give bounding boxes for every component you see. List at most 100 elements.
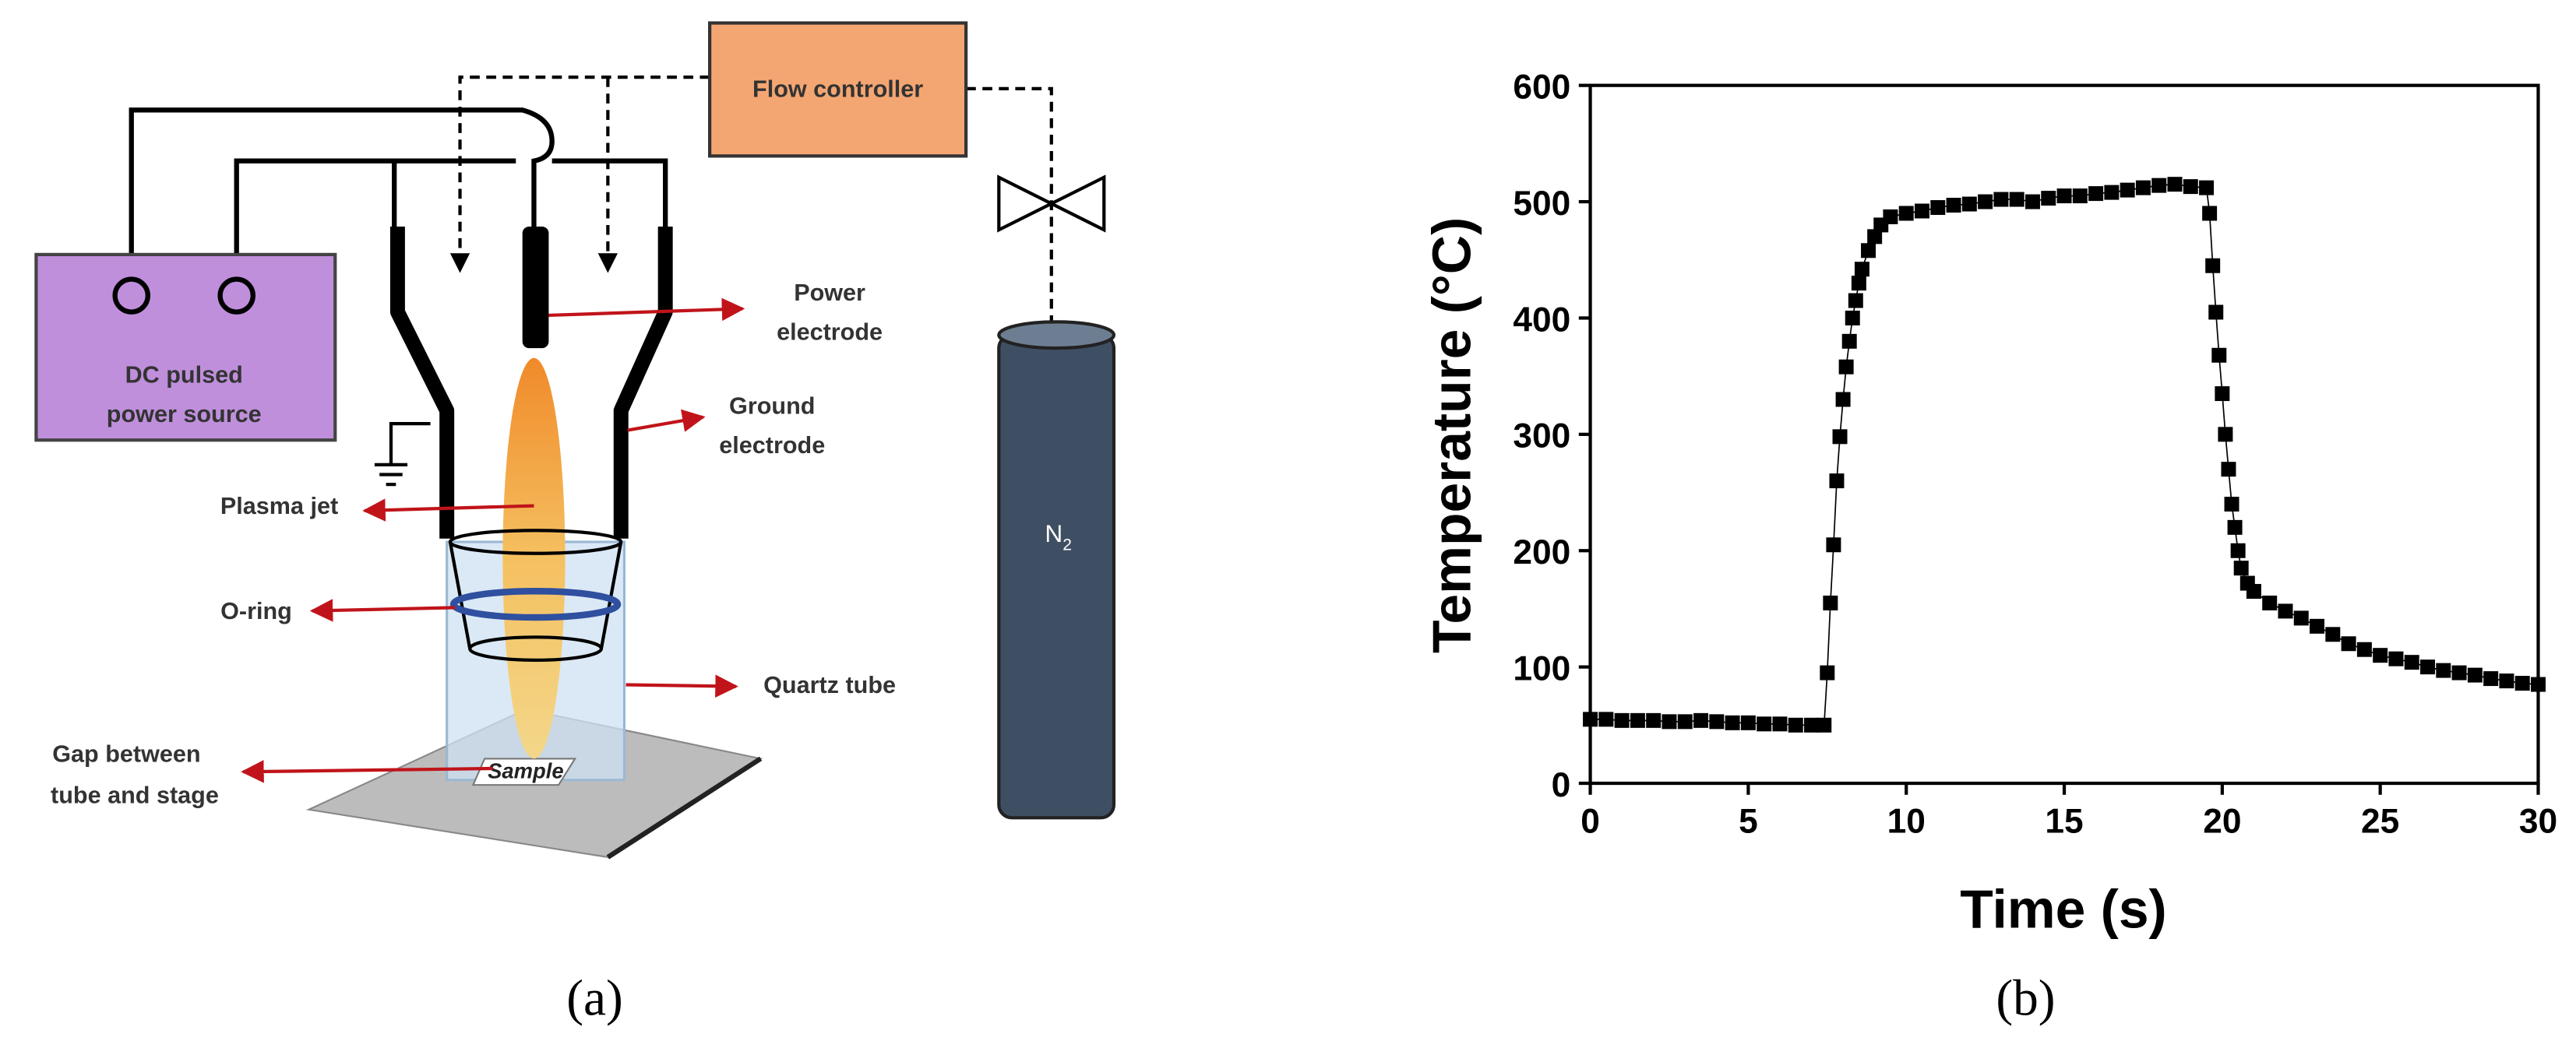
flow-controller-label: Flow controller — [752, 76, 923, 102]
data-point — [1614, 712, 1630, 728]
valve — [997, 174, 1106, 233]
ground-electrode-label: electrode — [719, 432, 825, 459]
data-point — [2151, 178, 2167, 193]
gas-symbol: N — [1045, 519, 1062, 547]
data-point — [1978, 194, 1993, 209]
y-tick-label: 600 — [1513, 69, 1570, 107]
data-point — [2436, 663, 2451, 678]
data-point — [1946, 198, 1961, 213]
data-point — [2278, 603, 2293, 619]
data-point — [1709, 714, 1725, 730]
x-tick-label: 20 — [2203, 802, 2241, 840]
gap-label: tube and stage — [51, 782, 219, 808]
data-point — [2208, 304, 2224, 320]
data-point — [2183, 179, 2198, 195]
data-point — [2041, 191, 2056, 206]
data-point — [2230, 543, 2246, 558]
data-point — [2104, 185, 2120, 200]
o-ring-label: O-ring — [220, 598, 292, 624]
ground-electrode — [389, 227, 673, 539]
data-point — [2499, 673, 2514, 689]
x-tick-label: 25 — [2361, 802, 2399, 840]
data-point — [2088, 186, 2104, 202]
x-tick-label: 15 — [2045, 802, 2083, 840]
data-point — [2009, 192, 2025, 207]
data-point — [2233, 561, 2249, 576]
data-point — [2531, 677, 2546, 692]
data-point — [2325, 627, 2341, 642]
data-point — [2227, 519, 2243, 535]
y-tick-label: 100 — [1513, 650, 1570, 688]
data-point — [2215, 386, 2230, 402]
data-point — [2135, 180, 2151, 195]
cylinder-top — [997, 320, 1116, 350]
data-point — [2356, 642, 2372, 657]
data-point — [2388, 651, 2404, 666]
data-point — [1823, 595, 1838, 610]
power-source-label: power source — [107, 401, 262, 427]
data-point — [2514, 676, 2530, 691]
power-source-label: DC pulsed — [125, 361, 243, 388]
data-point — [1930, 200, 1946, 216]
data-point — [2221, 462, 2236, 477]
sample-label: Sample — [488, 759, 564, 783]
data-point — [1841, 333, 1857, 349]
y-axis-title: Temperature (°C) — [1422, 217, 1482, 653]
data-point — [1861, 243, 1876, 258]
data-point — [1845, 310, 1860, 325]
data-point — [1898, 206, 1914, 221]
data-point — [2310, 618, 2325, 634]
flow-controller-box — [708, 21, 968, 158]
o-ring — [449, 588, 622, 621]
quartz-tube-label: Quartz tube — [763, 672, 896, 698]
power-electrode-label: electrode — [777, 319, 883, 346]
data-point — [1838, 359, 1854, 375]
data-point — [1662, 714, 1677, 730]
data-point — [1693, 712, 1709, 728]
data-point — [1788, 717, 1803, 733]
y-tick-label: 500 — [1513, 185, 1570, 223]
panel-label: (a) — [566, 970, 623, 1026]
x-tick-label: 30 — [2519, 802, 2557, 840]
data-point — [2420, 659, 2436, 675]
ground-electrode-label: Ground — [729, 392, 815, 419]
data-point — [2246, 584, 2261, 600]
data-point — [1826, 537, 1841, 553]
gas-cylinder — [997, 333, 1116, 820]
data-point — [2025, 194, 2040, 209]
y-tick-label: 400 — [1513, 301, 1570, 339]
plasma-jet-label: Plasma jet — [220, 493, 338, 519]
data-point — [1851, 276, 1866, 291]
gas-label: N2 — [1045, 519, 1072, 554]
data-point — [2341, 636, 2356, 652]
data-point — [2202, 206, 2218, 221]
data-point — [1725, 715, 1740, 730]
plasma-jet — [502, 357, 566, 759]
stage-edge — [606, 756, 763, 860]
x-tick-label: 5 — [1739, 802, 1758, 840]
data-point — [2293, 610, 2309, 626]
gas-lines — [449, 76, 1053, 329]
data-point — [2483, 671, 2499, 687]
data-point — [2467, 667, 2483, 683]
data-point — [2205, 258, 2221, 273]
data-point — [1817, 717, 1832, 733]
data-point — [1835, 392, 1851, 407]
data-point — [1598, 712, 1614, 727]
sample — [471, 758, 577, 786]
x-tick-label: 0 — [1580, 802, 1600, 840]
data-point — [1832, 429, 1848, 445]
wires — [129, 107, 668, 280]
y-tick-label: 0 — [1552, 766, 1571, 804]
y-tick-label: 300 — [1513, 417, 1570, 455]
y-tick-label: 200 — [1513, 533, 1570, 571]
power-source-box — [34, 252, 337, 442]
data-point — [1854, 262, 1869, 277]
trend-line — [1590, 183, 2539, 726]
terminal — [217, 276, 255, 315]
callout-arrows — [241, 297, 745, 783]
data-point — [1583, 712, 1598, 727]
data-point — [1677, 714, 1693, 730]
